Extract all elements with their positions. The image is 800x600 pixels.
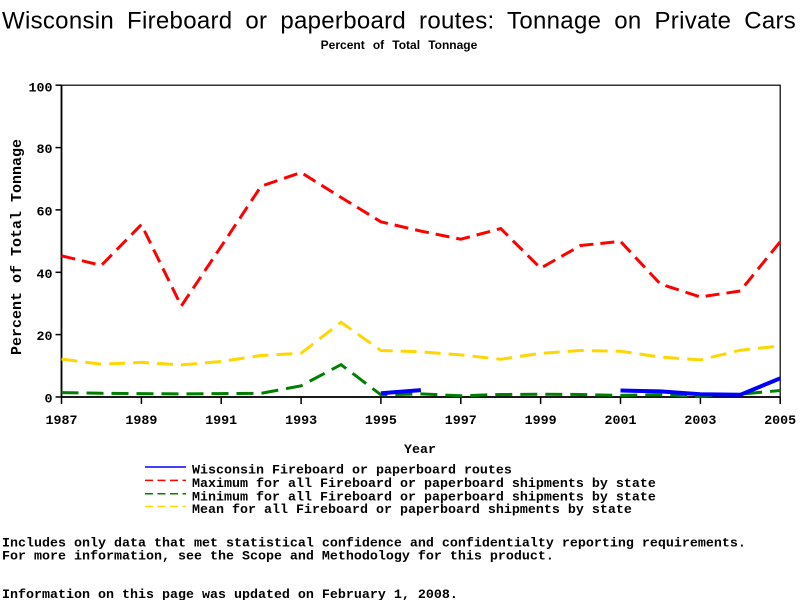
svg-text:Information on this page was u: Information on this page was updated on … <box>2 588 458 600</box>
svg-text:1987: 1987 <box>46 414 78 429</box>
svg-text:20: 20 <box>37 330 53 345</box>
svg-text:Year: Year <box>404 443 436 458</box>
svg-text:2001: 2001 <box>605 414 637 429</box>
svg-text:1997: 1997 <box>445 414 477 429</box>
svg-text:1995: 1995 <box>365 414 397 429</box>
svg-text:Wisconsin Fireboard or paperbo: Wisconsin Fireboard or paperboard routes… <box>2 7 796 34</box>
svg-text:60: 60 <box>37 205 53 220</box>
svg-text:Percent of Total Tonnage: Percent of Total Tonnage <box>9 139 26 355</box>
svg-text:For more information, see the: For more information, see the Scope and … <box>2 549 554 564</box>
svg-text:1999: 1999 <box>525 414 557 429</box>
svg-text:Mean for all Fireboard or pape: Mean for all Fireboard or paperboard shi… <box>192 503 632 518</box>
svg-text:1989: 1989 <box>125 414 157 429</box>
svg-text:100: 100 <box>29 82 53 97</box>
svg-text:Maximum for all Fireboard or p: Maximum for all Fireboard or paperboard … <box>192 477 656 492</box>
svg-text:1993: 1993 <box>285 414 317 429</box>
svg-text:1991: 1991 <box>205 414 237 429</box>
svg-text:2005: 2005 <box>764 414 796 429</box>
svg-text:Wisconsin Fireboard or paperbo: Wisconsin Fireboard or paperboard routes <box>192 464 512 479</box>
svg-text:2003: 2003 <box>684 414 716 429</box>
svg-text:Minimum for all Fireboard or p: Minimum for all Fireboard or paperboard … <box>192 490 656 505</box>
svg-text:Percent of Total Tonnage: Percent of Total Tonnage <box>321 38 478 52</box>
svg-text:40: 40 <box>37 268 53 283</box>
svg-text:Includes only data that met st: Includes only data that met statistical … <box>2 537 746 552</box>
svg-text:0: 0 <box>45 393 53 408</box>
svg-text:80: 80 <box>37 143 53 158</box>
